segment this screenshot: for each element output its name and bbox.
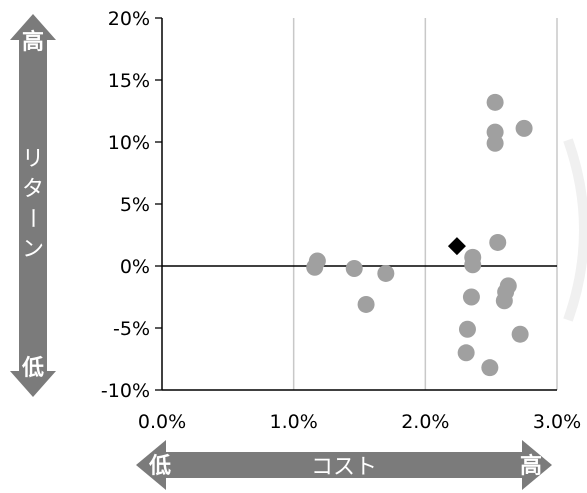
tick-labels: 0.0% 1.0% 2.0% 3.0% 20% 15% 10% 5% 0% -5% -10% [101, 8, 581, 433]
y-tick-label-0: 20% [108, 8, 150, 30]
y-tick-label-2: 10% [108, 132, 150, 154]
x-tick-label-2: 2.0% [401, 411, 449, 433]
data-points [306, 93, 533, 377]
data-point-14 [495, 292, 513, 310]
x-axis-arrow-shape [136, 440, 552, 490]
highlight-point [447, 237, 466, 256]
data-point-11 [464, 256, 482, 274]
data-point-7 [515, 119, 533, 137]
y-axis-label-char-2: タ [22, 177, 44, 202]
y-tick-label-3: 5% [120, 194, 150, 216]
data-point-9 [489, 233, 507, 251]
data-point-3 [377, 264, 395, 282]
y-tick-label-1: 15% [108, 70, 150, 92]
y-axis-label-char-4: ン [22, 237, 44, 262]
y-axis-high-label: 高 [22, 29, 44, 55]
y-tick-label-4: 0% [120, 256, 150, 278]
x-tick-label-3: 3.0% [533, 411, 581, 433]
y-tick-label-6: -10% [101, 380, 150, 402]
x-axis-label: コスト [311, 455, 377, 480]
y-axis-arrow: 高 リ タ ー ン 低 [10, 14, 56, 397]
data-point-1 [306, 258, 324, 276]
data-point-2 [345, 259, 363, 277]
data-point-15 [462, 288, 480, 306]
data-point-18 [511, 325, 529, 343]
background-arc [563, 138, 587, 322]
x-tick-label-1: 1.0% [270, 411, 318, 433]
y-tick-label-5: -5% [113, 318, 150, 340]
x-axis-arrow: 低 コスト 高 [136, 440, 552, 490]
data-point-4 [357, 295, 375, 313]
y-axis-label-char-1: リ [22, 147, 44, 172]
data-point-5 [486, 93, 504, 111]
x-axis-high-label: 高 [520, 453, 542, 479]
axes [155, 17, 557, 391]
data-point-16 [458, 320, 476, 338]
y-axis-low-label: 低 [21, 356, 44, 381]
data-point-8 [486, 134, 504, 152]
y-axis-label-char-3: ー [19, 207, 44, 229]
y-axis-arrow-shape [10, 14, 56, 397]
grid-lines [292, 18, 558, 390]
data-point-19 [481, 359, 499, 377]
data-point-17 [457, 344, 475, 362]
x-tick-label-0: 0.0% [138, 411, 186, 433]
x-axis-low-label: 低 [148, 454, 171, 479]
